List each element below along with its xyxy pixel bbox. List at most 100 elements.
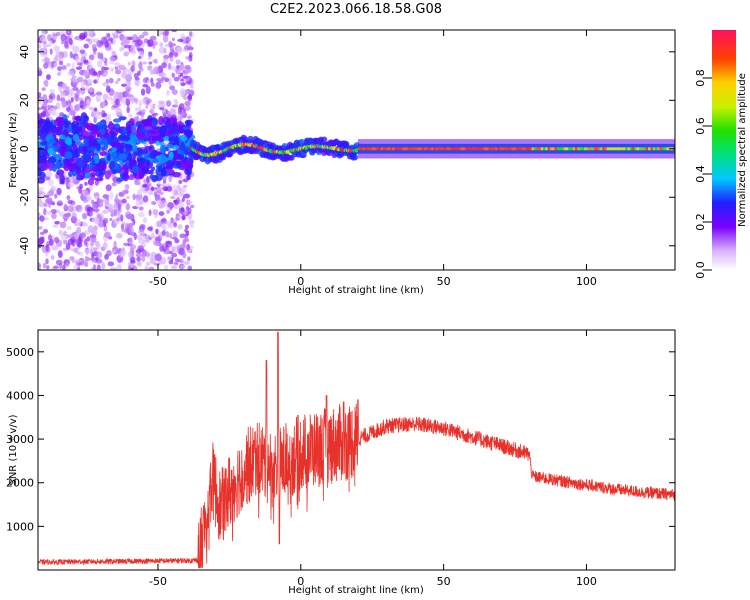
noise-blob: [104, 41, 109, 48]
noise-blob: [109, 191, 114, 200]
noise-blob: [126, 88, 130, 96]
band-blob: [83, 153, 92, 162]
noise-blob: [171, 246, 175, 253]
noise-blob: [50, 255, 55, 260]
noise-blob: [170, 65, 177, 71]
stable-core: [378, 147, 382, 151]
colorbar-tick-label: 0.2: [694, 213, 707, 231]
noise-blob: [43, 44, 47, 53]
noise-blob: [90, 240, 95, 247]
noise-blob: [76, 226, 82, 234]
x-tick-label: 50: [437, 575, 451, 588]
noise-blob: [38, 186, 45, 191]
noise-blob: [68, 38, 73, 46]
spectrogram-x-axis-label: Height of straight line (km): [288, 285, 424, 296]
noise-blob: [127, 250, 134, 258]
noise-blob: [85, 85, 89, 92]
noise-blob: [55, 259, 63, 266]
noise-blob: [100, 52, 104, 60]
noise-blob: [132, 34, 138, 42]
noise-blob: [96, 267, 102, 270]
noise-blob: [67, 99, 72, 108]
band-blob: [48, 124, 57, 130]
band-blob: [38, 129, 41, 137]
noise-blob: [92, 225, 99, 231]
noise-blob: [112, 104, 119, 109]
noise-blob: [93, 107, 98, 112]
noise-blob: [85, 242, 89, 247]
band-blob: [95, 168, 102, 178]
noise-blob: [49, 88, 56, 94]
band-blob: [118, 152, 127, 161]
band-blob: [148, 169, 154, 175]
noise-blob: [71, 62, 75, 70]
band-blob: [130, 145, 139, 153]
stable-core: [508, 147, 512, 151]
band-blob: [132, 165, 140, 174]
noise-blob: [47, 34, 52, 42]
noise-blob: [116, 209, 120, 216]
band-blob: [53, 118, 61, 127]
noise-blob: [110, 67, 114, 72]
band-blob: [82, 171, 92, 179]
noise-blob: [189, 204, 195, 209]
noise-blob: [69, 256, 74, 261]
noise-blob: [87, 65, 93, 70]
noise-blob: [38, 97, 44, 105]
band-blob: [100, 127, 106, 136]
stable-core: [440, 147, 443, 151]
stable-core: [543, 147, 546, 151]
band-blob: [96, 143, 101, 152]
band-blob: [157, 165, 163, 173]
spectrogram-panel: -50 0 50 100 -40 -20 0 20 40 Height of straight …: [8, 29, 676, 296]
noise-blob: [144, 265, 149, 270]
colorbar: 0.0 0.2 0.4 0.6 0.8 Normalized spectral ampl…: [694, 30, 748, 279]
noise-blob: [186, 76, 190, 82]
stable-core: [460, 147, 464, 151]
stable-core: [399, 147, 402, 151]
stable-core: [433, 147, 436, 151]
band-blob: [112, 118, 122, 123]
noise-blob: [126, 195, 131, 200]
spectrogram-heatmap: [38, 30, 675, 270]
noise-blob: [82, 212, 88, 220]
noise-blob: [38, 262, 42, 270]
noise-blob: [164, 187, 168, 192]
stable-core: [650, 147, 654, 151]
noise-blob: [145, 176, 150, 184]
noise-blob: [138, 67, 144, 72]
noise-blob: [139, 231, 146, 237]
band-blob: [158, 154, 167, 164]
noise-blob: [83, 261, 88, 267]
stable-core: [495, 147, 498, 151]
stable-core: [456, 147, 459, 151]
y-tick-label: 4000: [6, 389, 34, 402]
noise-blob: [158, 243, 163, 248]
band-blob: [71, 124, 79, 135]
noise-blob: [79, 183, 84, 189]
stable-core: [536, 147, 539, 151]
noise-blob: [39, 231, 45, 236]
noise-blob: [62, 264, 66, 270]
noise-blob: [41, 103, 48, 110]
stable-core: [421, 147, 425, 151]
noise-blob: [117, 203, 121, 211]
noise-blob: [171, 188, 176, 197]
band-blob: [152, 128, 162, 136]
x-tick-label: -50: [149, 575, 167, 588]
noise-blob: [129, 267, 134, 270]
noise-blob: [137, 189, 142, 197]
stable-core: [611, 147, 615, 151]
noise-blob: [183, 186, 187, 193]
noise-blob: [86, 206, 94, 212]
chart-title: C2E2.2023.066.18.58.G08: [269, 2, 443, 17]
noise-blob: [152, 240, 159, 246]
noise-blob: [148, 209, 152, 216]
noise-blob: [41, 30, 46, 37]
noise-blob: [138, 206, 144, 211]
noise-blob: [143, 178, 147, 185]
noise-blob: [52, 108, 57, 117]
noise-blob: [182, 252, 187, 259]
noise-blob: [157, 30, 162, 36]
noise-blob: [145, 261, 151, 266]
